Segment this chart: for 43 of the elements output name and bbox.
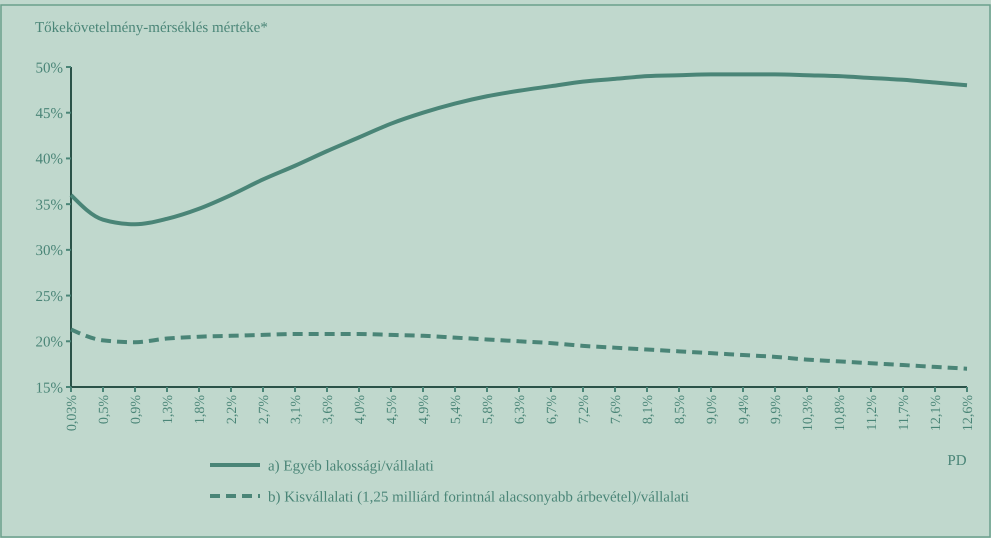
x-tick-label: 0,03% [65,394,80,432]
x-tick-label: 3,6% [321,394,336,424]
x-tick-label: 12,1% [929,394,944,432]
x-tick-label: 11,7% [897,394,912,431]
y-axis-title: Tőkekövetelmény-mérséklés mértéke* [35,20,268,36]
x-tick-label: 11,2% [865,394,880,431]
y-tick-label: 50% [36,60,63,76]
x-tick-label: 10,8% [833,394,848,432]
x-tick-label: 5,8% [481,394,496,424]
y-tick-label: 25% [36,288,63,305]
legend-label: b) Kisvállalati (1,25 milliárd forintnál alacsonyabb árbevétel)/vállalati [268,489,690,506]
x-tick-label: 5,4% [449,394,464,424]
y-tick-label: 30% [36,243,63,260]
y-tick-label: 45% [36,106,63,122]
x-tick-label: 4,0% [353,394,368,424]
x-tick-label: 2,2% [225,394,240,424]
y-tick-label: 20% [36,334,63,351]
y-tick-label: 40% [36,152,63,168]
x-tick-label: 8,1% [641,394,656,424]
x-tick-label: 1,8% [193,394,208,424]
x-tick-label: 7,2% [577,394,592,424]
y-tick-label: 35% [36,197,63,214]
x-tick-label: 4,9% [417,394,432,424]
x-tick-label: 6,3% [513,394,528,424]
legend-label: a) Egyéb lakossági/vállalati [268,458,434,474]
x-tick-label: 1,3% [161,394,176,424]
x-tick-label: 3,1% [289,394,304,424]
x-tick-label: 9,0% [705,394,720,424]
x-tick-label: 7,6% [609,394,624,424]
line-series [69,72,969,226]
x-tick-label: 10,3% [801,394,816,432]
x-tick-label: 4,5% [385,394,400,424]
x-tick-label: 0,9% [129,394,144,424]
x-tick-label: 6,7% [545,394,560,424]
line-series [69,327,969,371]
x-tick-label: 2,7% [257,394,272,424]
x-tick-label: 9,4% [737,394,752,424]
x-tick-label: 9,9% [769,394,784,424]
y-tick-label: 15% [36,380,63,396]
x-tick-label: 0,5% [97,394,112,424]
x-axis-title: PD [947,453,967,469]
x-tick-label: 12,6% [961,394,976,432]
x-tick-label: 8,5% [673,394,688,424]
